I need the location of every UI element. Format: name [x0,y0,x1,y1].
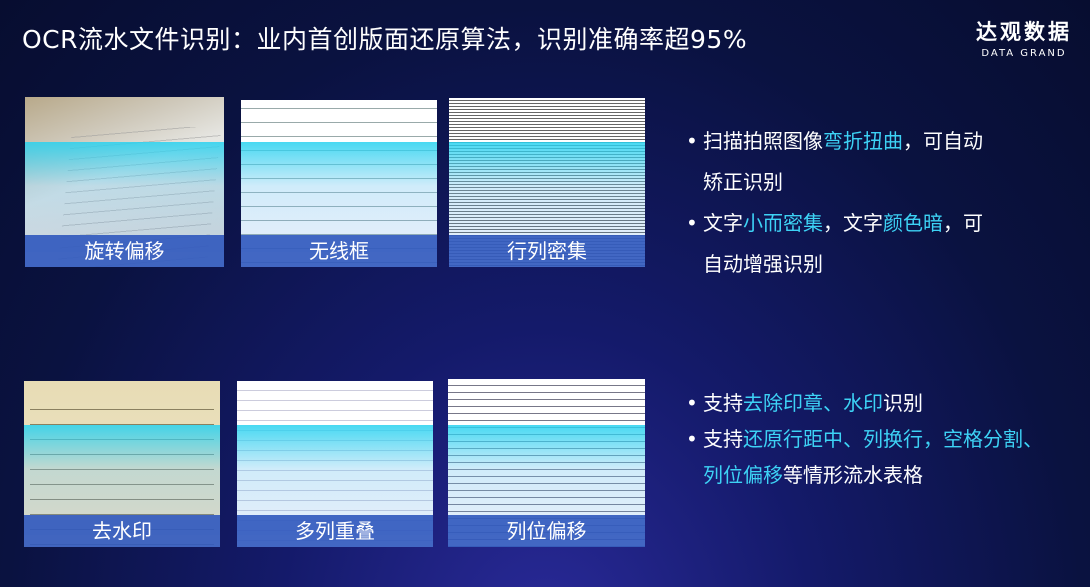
highlight-text: 小而密集 [743,211,823,235]
card-watermark: 去水印 [24,381,220,547]
text: 支持 [703,391,743,415]
highlight-text: 颜色暗 [883,211,943,235]
bullet-item: 支持去除印章、水印识别 [686,385,1043,421]
card-label: 无线框 [241,235,437,267]
scan-glow [449,142,645,252]
card-column-offset: 列位偏移 [448,379,645,547]
highlight-text: 列位偏移 [703,463,783,487]
card-dense: 行列密集 [449,98,645,267]
card-no-border: 无线框 [241,100,437,267]
card-label: 行列密集 [449,235,645,267]
card-label: 多列重叠 [237,515,433,547]
highlight-text: 还原行距中、列换行，空格分割、 [743,427,1043,451]
text: 自动增强识别 [703,252,823,276]
text: ，可 [943,211,983,235]
card-overlap: 多列重叠 [237,381,433,547]
text: 识别 [883,391,923,415]
text: ，文字 [823,211,883,235]
card-label: 列位偏移 [448,515,645,547]
text: 支持 [703,427,743,451]
card-label: 旋转偏移 [25,235,224,267]
text: ，可自动 [903,129,983,153]
highlight-text: 弯折扭曲 [823,129,903,153]
text: 扫描拍照图像 [703,129,823,153]
text: 等情形流水表格 [783,463,923,487]
text: 矫正识别 [703,170,783,194]
highlight-text: 去除印章、水印 [743,391,883,415]
scan-glow [241,142,437,252]
text: 文字 [703,211,743,235]
feature-list-bottom: 支持去除印章、水印识别 支持还原行距中、列换行，空格分割、列位偏移等情形流水表格 [686,385,1043,493]
logo-en: DATA GRAND [981,48,1067,59]
bullet-item: 支持还原行距中、列换行，空格分割、列位偏移等情形流水表格 [686,421,1043,493]
card-rotation: 旋转偏移 [25,97,224,267]
logo-cn: 达观数据 [976,20,1072,44]
scan-glow [25,142,224,252]
card-label: 去水印 [24,515,220,547]
logo: 达观数据 DATA GRAND [976,16,1072,59]
page-title: OCR流水文件识别：业内首创版面还原算法，识别准确率超95% [22,25,748,54]
